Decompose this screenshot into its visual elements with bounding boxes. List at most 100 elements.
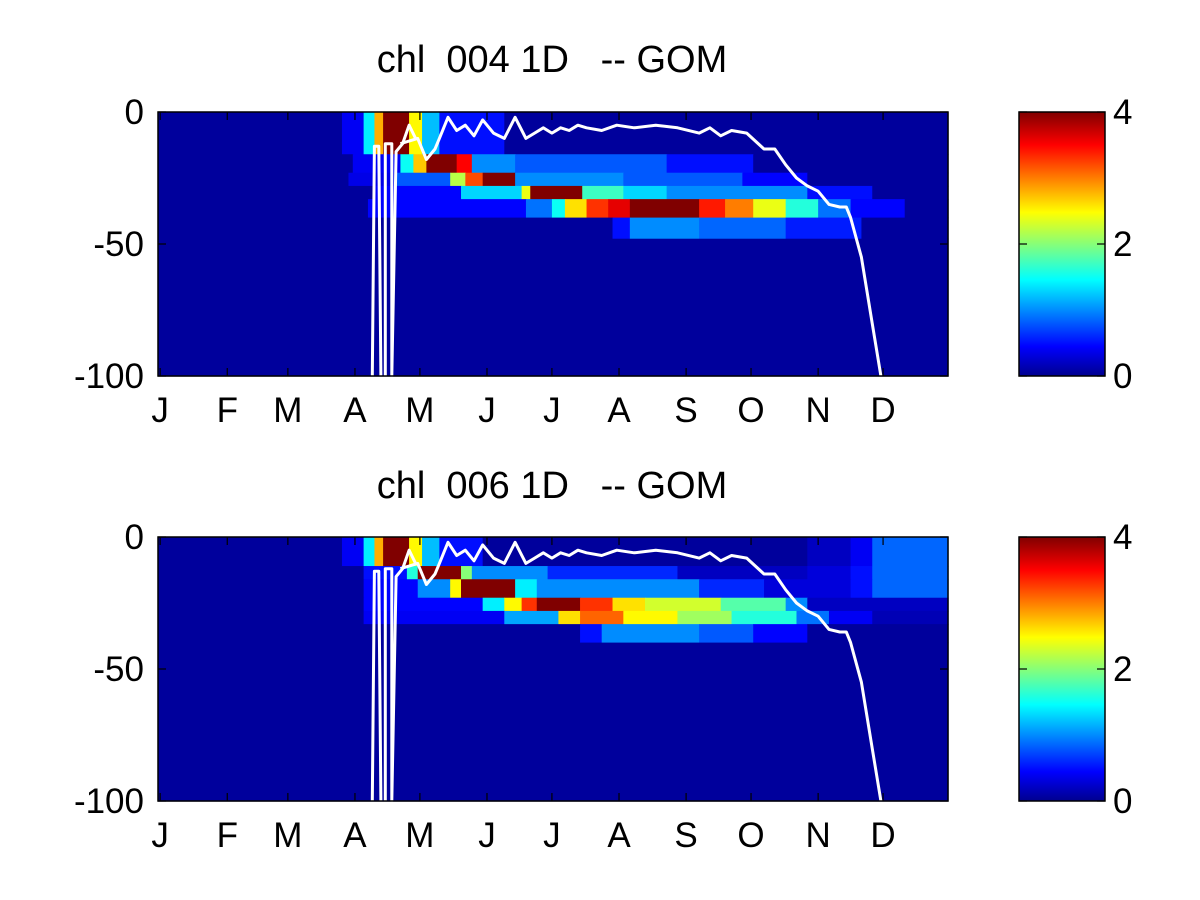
heatmap-cell [807,566,852,580]
heatmap-cell [547,566,679,580]
heatmap-cell [785,199,819,219]
x-tick-label: N [805,391,830,430]
heatmap-cell [530,185,583,200]
heatmap-cell [158,185,376,200]
heatmap-cell [629,217,700,240]
heatmap-cell [629,199,700,219]
colorbar-tick-label: 2 [1113,650,1132,689]
heatmap-cell [465,172,484,187]
heatmap-cell [850,537,873,567]
heatmap-cell [872,537,949,567]
x-tick-label: M [273,391,302,430]
x-tick-label: O [737,816,764,855]
heatmap-cell [828,610,873,625]
heatmap-cell [872,610,949,625]
colorbar-tick-label: 0 [1113,357,1132,396]
heatmap-cell [158,199,369,219]
heatmap-cell [677,610,733,625]
heatmap-cell [872,579,949,599]
heatmap-cell [158,610,365,625]
heatmap-cell [699,217,787,240]
depth-line [399,540,883,802]
heatmap-cell [525,199,553,219]
heatmap-cell [482,597,505,612]
colorbar-tick-label: 2 [1113,225,1132,264]
heatmap-cell [807,172,949,187]
colorbar-tick-label: 0 [1113,782,1132,821]
y-axis-ticks: 0 -50 -100 [74,93,948,396]
heatmap-cell [872,566,949,580]
heatmap-cell [580,597,614,612]
heatmap-cell [158,537,343,567]
heatmap-cell [456,154,473,174]
heatmap-cell [818,199,852,219]
heatmap-cell [450,579,462,599]
heatmap-cell [158,579,365,599]
x-tick-label: A [343,816,367,855]
heatmap-cell [158,154,354,174]
x-tick-label: M [273,816,302,855]
heatmap-cell [363,537,376,567]
x-tick-label: A [607,816,631,855]
heatmap-cell [850,566,873,580]
x-tick-label: J [478,816,496,855]
heatmap-cell [904,199,949,219]
heatmap-cell [363,610,505,625]
x-tick-label: O [737,391,764,430]
heatmap-cell [352,154,402,174]
x-tick-label: J [478,391,496,430]
colorbar [1018,536,1106,802]
heatmap-cell [461,566,473,580]
heatmap-cell [158,597,365,612]
heatmap-cell [753,199,787,219]
heatmap-cell [461,579,516,599]
heatmap-cell [341,537,365,567]
x-tick-label: D [870,816,895,855]
heatmap-cell [158,112,343,155]
heatmap-cell [374,185,462,200]
colorbar-tick-label: 4 [1113,93,1132,132]
heatmap-cell [158,238,949,377]
heatmap-cell [471,154,516,174]
heatmap-cell [400,154,414,174]
x-tick-label: D [870,391,895,430]
heatmap-cell [850,199,906,219]
y-tick-label: -100 [74,782,144,821]
heatmap-cell [623,172,743,187]
heatmap-cell [644,597,722,612]
heatmap-cell [807,185,873,200]
y-tick-label: -50 [93,650,144,689]
chart-title: chl 004 1D -- GOM [377,39,728,81]
y-tick-label: -50 [93,225,144,264]
heatmap-cell [580,610,624,625]
heatmap-cell [612,217,631,240]
heatmap-cell [612,597,646,612]
heatmap-cell [515,172,624,187]
x-tick-label: J [151,816,169,855]
heatmap-cell [417,579,451,599]
x-tick-label: F [217,816,238,855]
heatmap-cell [807,624,949,644]
heatmap-cell [850,579,873,599]
heatmap-cell [753,624,808,644]
heatmap-cell [608,199,631,219]
heatmap-cell [396,172,451,187]
heatmap-cell [580,624,603,644]
heatmap-cell [742,172,808,187]
depth-line [383,123,417,378]
y-tick-label: 0 [125,93,144,132]
heatmap-cell [521,185,531,200]
heatmap-cell [417,566,462,580]
chart-title: chl 006 1D -- GOM [377,465,728,507]
heatmap-cell [807,597,949,612]
heatmap-cell [158,566,365,580]
colorbar-tick-label: 4 [1113,518,1132,557]
colorbar-ticks: 0 2 4 [1019,93,1132,396]
y-tick-label: 0 [125,518,144,557]
heatmap-cell [504,597,523,612]
heatmap-cell [699,199,726,219]
depth-line [383,548,417,803]
